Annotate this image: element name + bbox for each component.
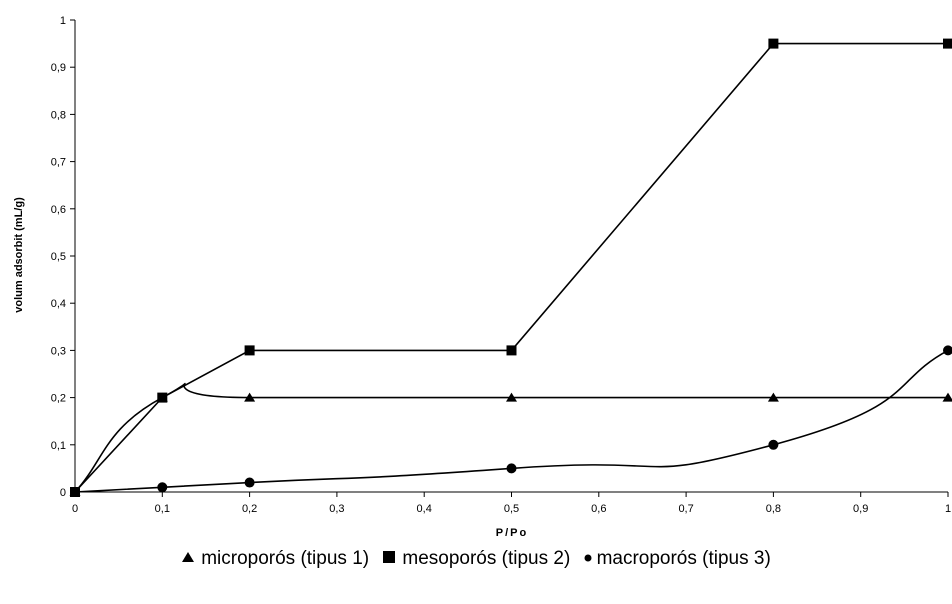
series-triangle: [69, 382, 952, 496]
x-tick-label: 0,9: [853, 503, 868, 515]
triangle-marker-icon: [182, 551, 195, 562]
legend-label-mesoporous: mesoporós (tipus 2): [402, 548, 571, 569]
y-tick-label: 0,6: [51, 204, 66, 216]
legend-label-microporous: microporós (tipus 1): [201, 548, 370, 569]
y-tick-label: 0,5: [51, 251, 66, 263]
x-axis-title: P/Po: [496, 527, 528, 539]
x-tick-label: 0: [72, 503, 78, 515]
square-marker: [768, 38, 779, 49]
y-axis-title: volum adsorbit (mL/g): [13, 197, 25, 313]
y-tick-label: 0,3: [51, 345, 66, 357]
series-line: [74, 42, 948, 493]
circle-marker-icon: [584, 554, 592, 562]
square-marker: [943, 38, 952, 49]
square-marker: [157, 392, 168, 403]
triangle-marker: [506, 392, 517, 402]
legend-item-microporous: microporós (tipus 1): [181, 548, 369, 570]
circle-marker: [70, 487, 80, 497]
adsorption-chart: 0 0,1 0,2 0,3 0,4 0,5 0,6 0,7 0,8 0,9 1 0 0,1 0,2 0,3 0…: [13, 15, 952, 539]
circle-marker: [768, 439, 779, 450]
y-tick-label: 0,4: [51, 298, 66, 310]
square-marker-icon: [383, 550, 396, 563]
x-tick-label: 0,2: [242, 503, 257, 515]
x-tick-label: 0,8: [766, 503, 781, 515]
series-line: [74, 349, 949, 493]
legend-item-macroporous: macroporós (tipus 3): [584, 548, 771, 570]
axes: 0 0,1 0,2 0,3 0,4 0,5 0,6 0,7 0,8 0,9 1 0 0,1 0,2 0,3 0…: [51, 15, 951, 515]
circle-marker: [244, 477, 255, 488]
y-tick-label: 0,1: [51, 440, 66, 452]
y-tick-label: 0,2: [51, 393, 66, 405]
triangle-marker: [244, 392, 256, 402]
y-tick-label: 0: [60, 487, 66, 499]
triangle-marker: [767, 392, 779, 402]
x-tick-label: 0,7: [678, 503, 693, 515]
x-tick-label: 0,5: [504, 503, 519, 515]
square-marker: [506, 345, 517, 356]
y-tick-label: 0,8: [51, 109, 66, 121]
circle-marker: [506, 463, 517, 474]
series-square: [70, 38, 952, 497]
circle-marker: [943, 345, 952, 356]
y-tick-label: 1: [60, 15, 66, 27]
circle-marker: [157, 482, 168, 493]
x-tick-label: 0,1: [155, 503, 170, 515]
legend-label-macroporous: macroporós (tipus 3): [596, 548, 771, 569]
legend: microporós (tipus 1) mesoporós (tipus 2)…: [0, 548, 952, 570]
legend-item-mesoporous: mesoporós (tipus 2): [382, 548, 570, 570]
x-tick-label: 0,3: [329, 503, 344, 515]
square-marker: [244, 345, 255, 356]
x-tick-label: 1: [945, 503, 951, 515]
triangle-marker: [942, 392, 952, 402]
series-layer: [69, 38, 952, 497]
x-tick-label: 0,4: [417, 503, 432, 515]
y-tick-label: 0,7: [51, 157, 66, 169]
series-circle: [70, 345, 952, 497]
y-tick-label: 0,9: [51, 62, 66, 74]
x-tick-label: 0,6: [591, 503, 606, 515]
